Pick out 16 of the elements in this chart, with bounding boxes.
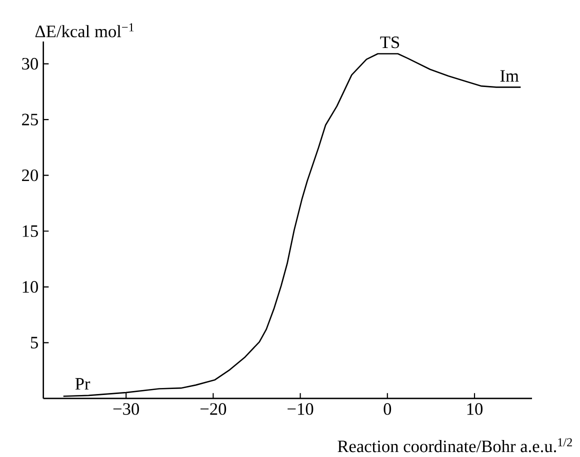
- x-tick-label: 10: [467, 403, 483, 415]
- y-tick-label: 5: [30, 336, 38, 348]
- y-axis-title: ΔE/kcal mol$^{−1}$: [35, 23, 134, 38]
- x-axis-title: Reaction coordinate/Bohr a.e.u.$^{1/2}$: [338, 438, 572, 452]
- x-tick-label: −10: [288, 403, 314, 415]
- x-tick-label: −20: [200, 403, 226, 415]
- y-tick-label: 15: [22, 225, 38, 237]
- annotation: TS: [380, 36, 400, 48]
- annotation: Pr: [75, 378, 90, 390]
- y-tick-label: 30: [22, 58, 38, 70]
- y-tick-label: 25: [22, 114, 38, 126]
- y-tick-label: 10: [22, 281, 38, 293]
- y-tick-label: 20: [22, 170, 38, 182]
- x-tick-label: 0: [384, 403, 392, 415]
- x-tick-label: −30: [113, 403, 139, 415]
- annotation: Im: [500, 70, 519, 82]
